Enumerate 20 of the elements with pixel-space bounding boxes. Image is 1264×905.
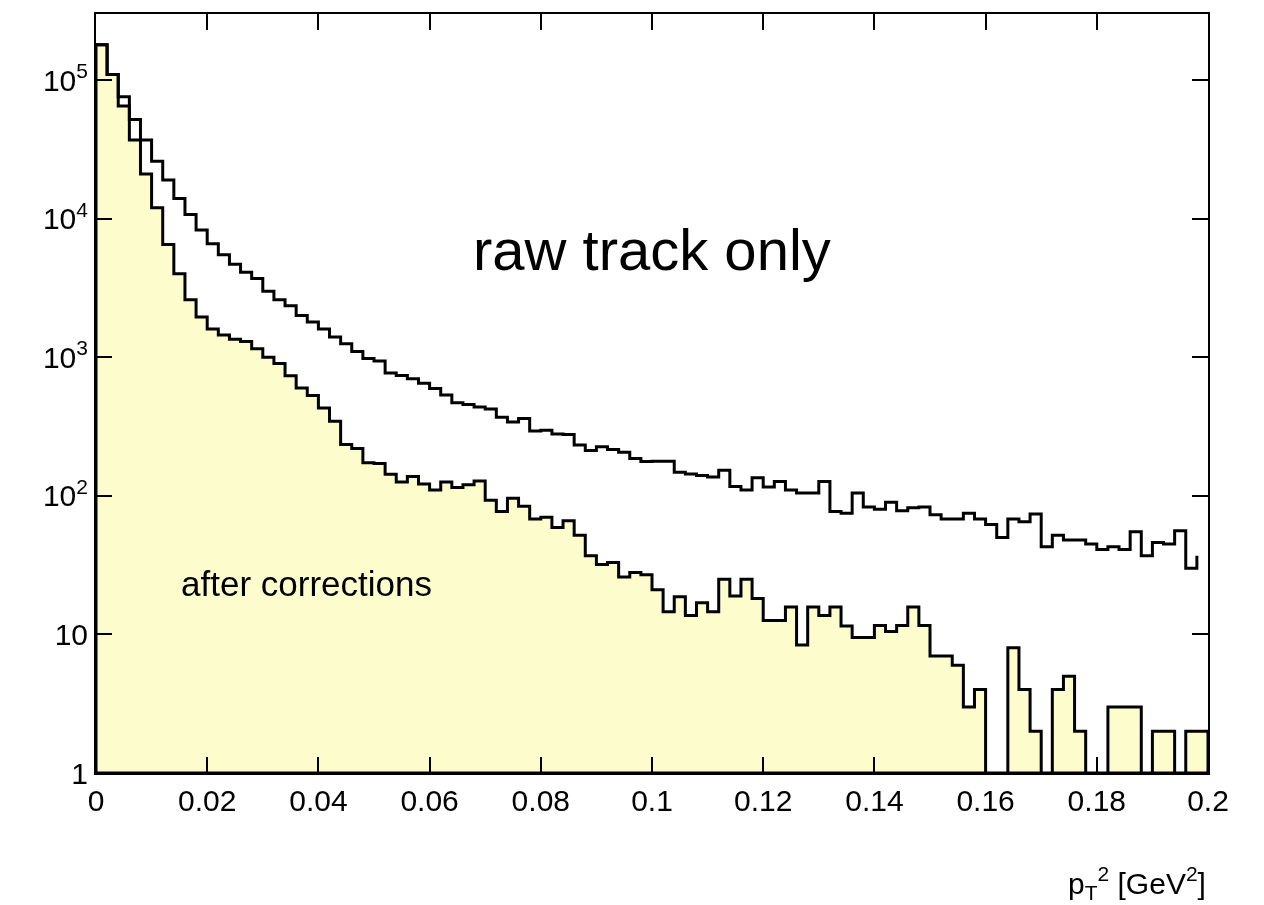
- y-tick-label: 10: [54, 617, 88, 651]
- x-axis-title: p$_{T}$$^{2}$ [GeV$^{2}$]: [1068, 862, 1206, 904]
- x-tick-label: 0.02: [178, 784, 237, 817]
- x-tick-label: 0.2: [1187, 784, 1229, 817]
- annotation: raw track only: [473, 217, 831, 282]
- x-tick-label: 0.16: [956, 784, 1015, 817]
- annotation: after corrections: [181, 564, 432, 603]
- x-tick-label: 0.04: [289, 784, 348, 817]
- x-tick-label: 0.12: [734, 784, 793, 817]
- x-tick-label: 0.08: [511, 784, 570, 817]
- x-tick-label: 0: [87, 784, 105, 817]
- x-tick-label: 0.1: [631, 784, 673, 817]
- x-tick-label: 0.06: [400, 784, 459, 817]
- y-tick-label: 10$^{5}$: [42, 59, 88, 97]
- y-tick-label: 10$^{4}$: [42, 197, 89, 236]
- x-tick-label: 0.18: [1067, 784, 1126, 817]
- y-tick-label: 10$^{3}$: [42, 336, 88, 374]
- y-tick-label: 1: [71, 756, 88, 790]
- y-tick-label: 10$^{2}$: [42, 474, 88, 513]
- x-tick-label: 0.14: [845, 784, 904, 817]
